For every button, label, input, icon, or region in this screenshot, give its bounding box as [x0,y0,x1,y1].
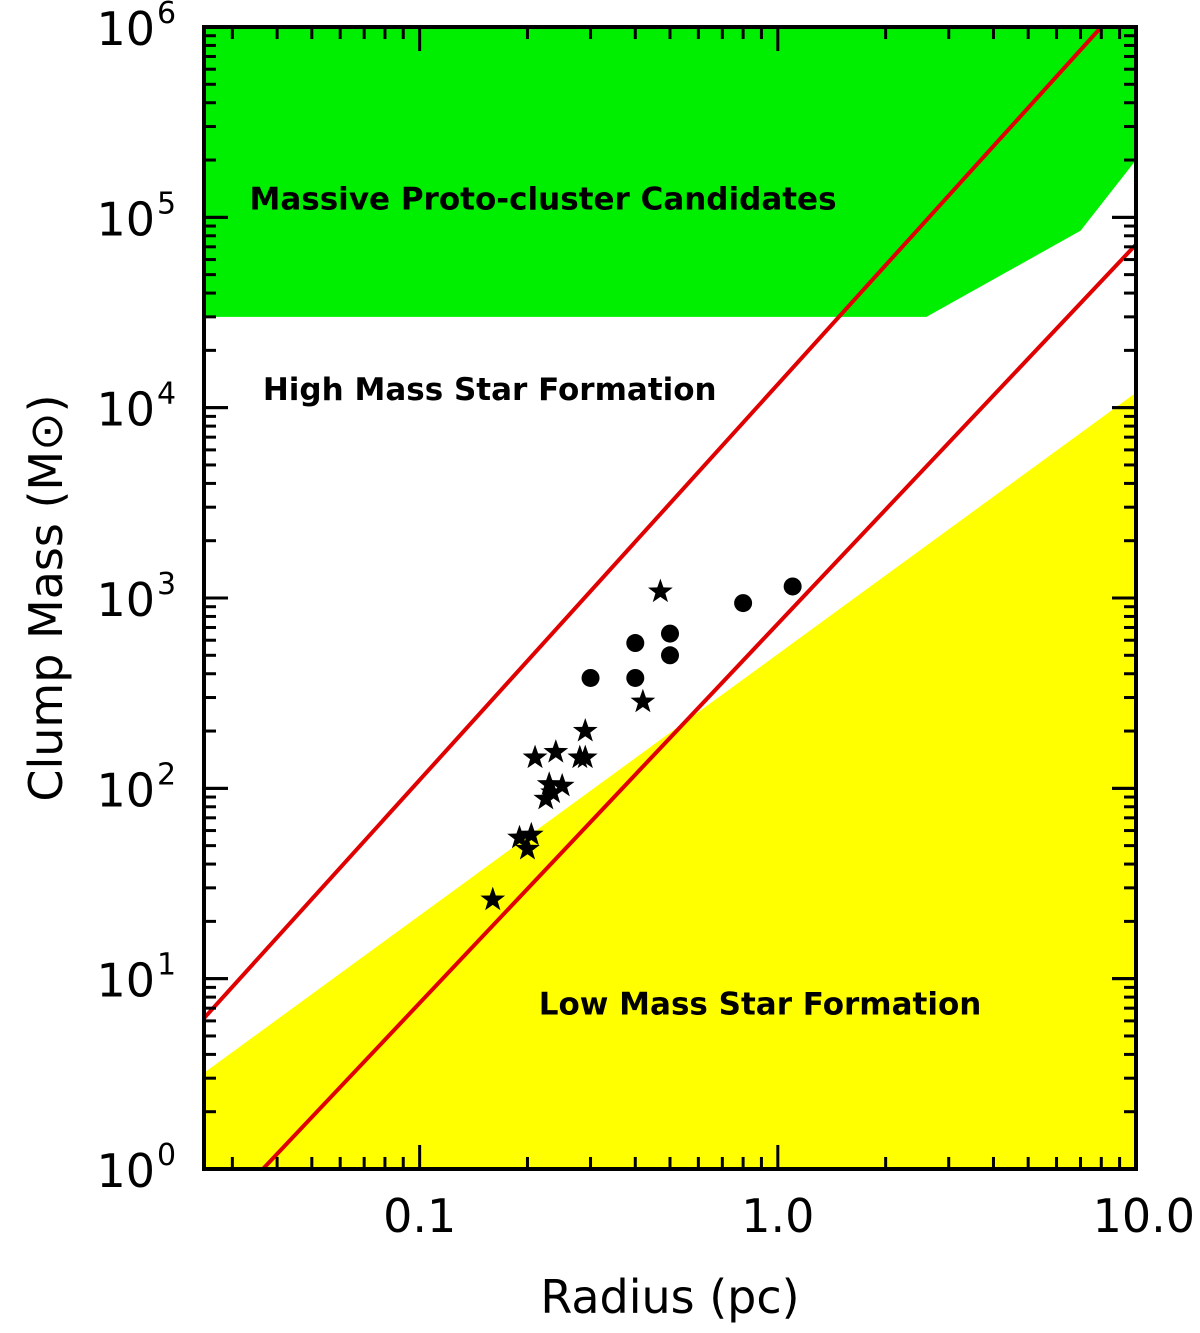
massive-proto-cluster-region [204,27,1136,317]
upper-red-line [204,27,1103,1020]
y-tick-exponent: 0 [157,1138,176,1173]
y-tick-exponent: 6 [157,0,176,31]
star-point-0 [480,886,506,911]
data-markers [480,577,802,911]
axis-ticks [204,25,1138,1171]
circle-point-3 [661,624,679,643]
low-mass-label: Low Mass Star Formation [539,986,982,1022]
lower-red-line [261,243,1136,1169]
x-tick-label: 0.1 [383,1189,456,1243]
circle-point-0 [581,668,600,687]
circle-point-2 [626,668,645,687]
y-tick-base: 10 [96,2,155,56]
star-point-4 [522,744,548,769]
star-point-6 [536,771,562,795]
y-tick-label: 10 6 [96,0,176,56]
y-tick-exponent: 4 [157,377,176,412]
y-tick-base: 10 [96,573,155,627]
y-tick-base: 10 [96,763,155,817]
star-point-2 [515,836,540,860]
star-point-12 [572,744,598,769]
y-tick-label: 10 2 [96,757,176,817]
y-axis-title: Clump Mass (M⊙) [19,394,73,801]
star-point-14 [648,578,673,603]
star-point-13 [630,688,656,713]
circle-point-6 [783,577,802,596]
star-point-5 [533,785,559,810]
y-tick-label: 10 4 [96,377,176,437]
circle-point-5 [734,594,753,613]
y-tick-base: 10 [96,954,155,1008]
star-point-3 [518,821,544,846]
y-tick-label: 10 3 [96,567,176,627]
y-tick-base: 10 [96,383,155,437]
y-tick-base: 10 [96,192,155,246]
x-tick-label: 1.0 [741,1189,814,1243]
star-point-1 [507,824,532,849]
circle-point-4 [661,646,679,665]
star-point-9 [549,772,575,797]
x-tick-labels: 0.1 1.0 10.0 [383,1189,1195,1243]
star-point-8 [543,739,569,763]
y-tick-exponent: 2 [157,757,176,792]
y-tick-label: 10 0 [96,1138,176,1198]
y-tick-exponent: 5 [157,186,176,221]
y-tick-base: 10 [96,1144,155,1198]
circle-point-1 [626,634,645,653]
high-mass-label: High Mass Star Formation [263,372,717,408]
massive-proto-cluster-label: Massive Proto-cluster Candidates [250,181,837,217]
y-tick-exponent: 3 [157,567,176,602]
star-point-11 [572,718,598,742]
y-tick-label: 10 5 [96,186,176,246]
y-tick-label: 10 1 [96,948,176,1008]
x-axis-title: Radius (pc) [540,1270,799,1324]
y-tick-exponent: 1 [157,948,176,983]
x-tick-label: 10.0 [1093,1189,1195,1243]
low-mass-region [204,392,1136,1169]
star-point-7 [540,779,565,804]
